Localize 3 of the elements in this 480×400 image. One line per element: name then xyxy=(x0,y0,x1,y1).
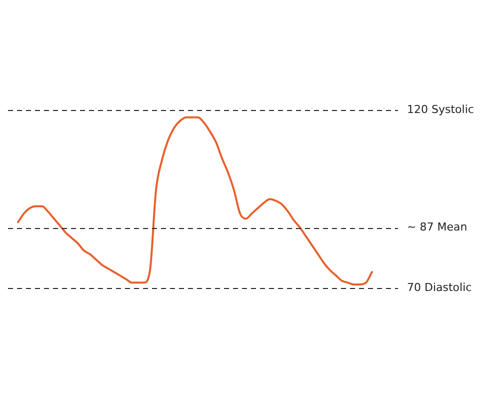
ref-line-label: ~ 87 Mean xyxy=(407,220,468,234)
ref-line-label: 120 Systolic xyxy=(407,103,474,116)
ref-line-label: 70 Diastolic xyxy=(407,280,472,294)
